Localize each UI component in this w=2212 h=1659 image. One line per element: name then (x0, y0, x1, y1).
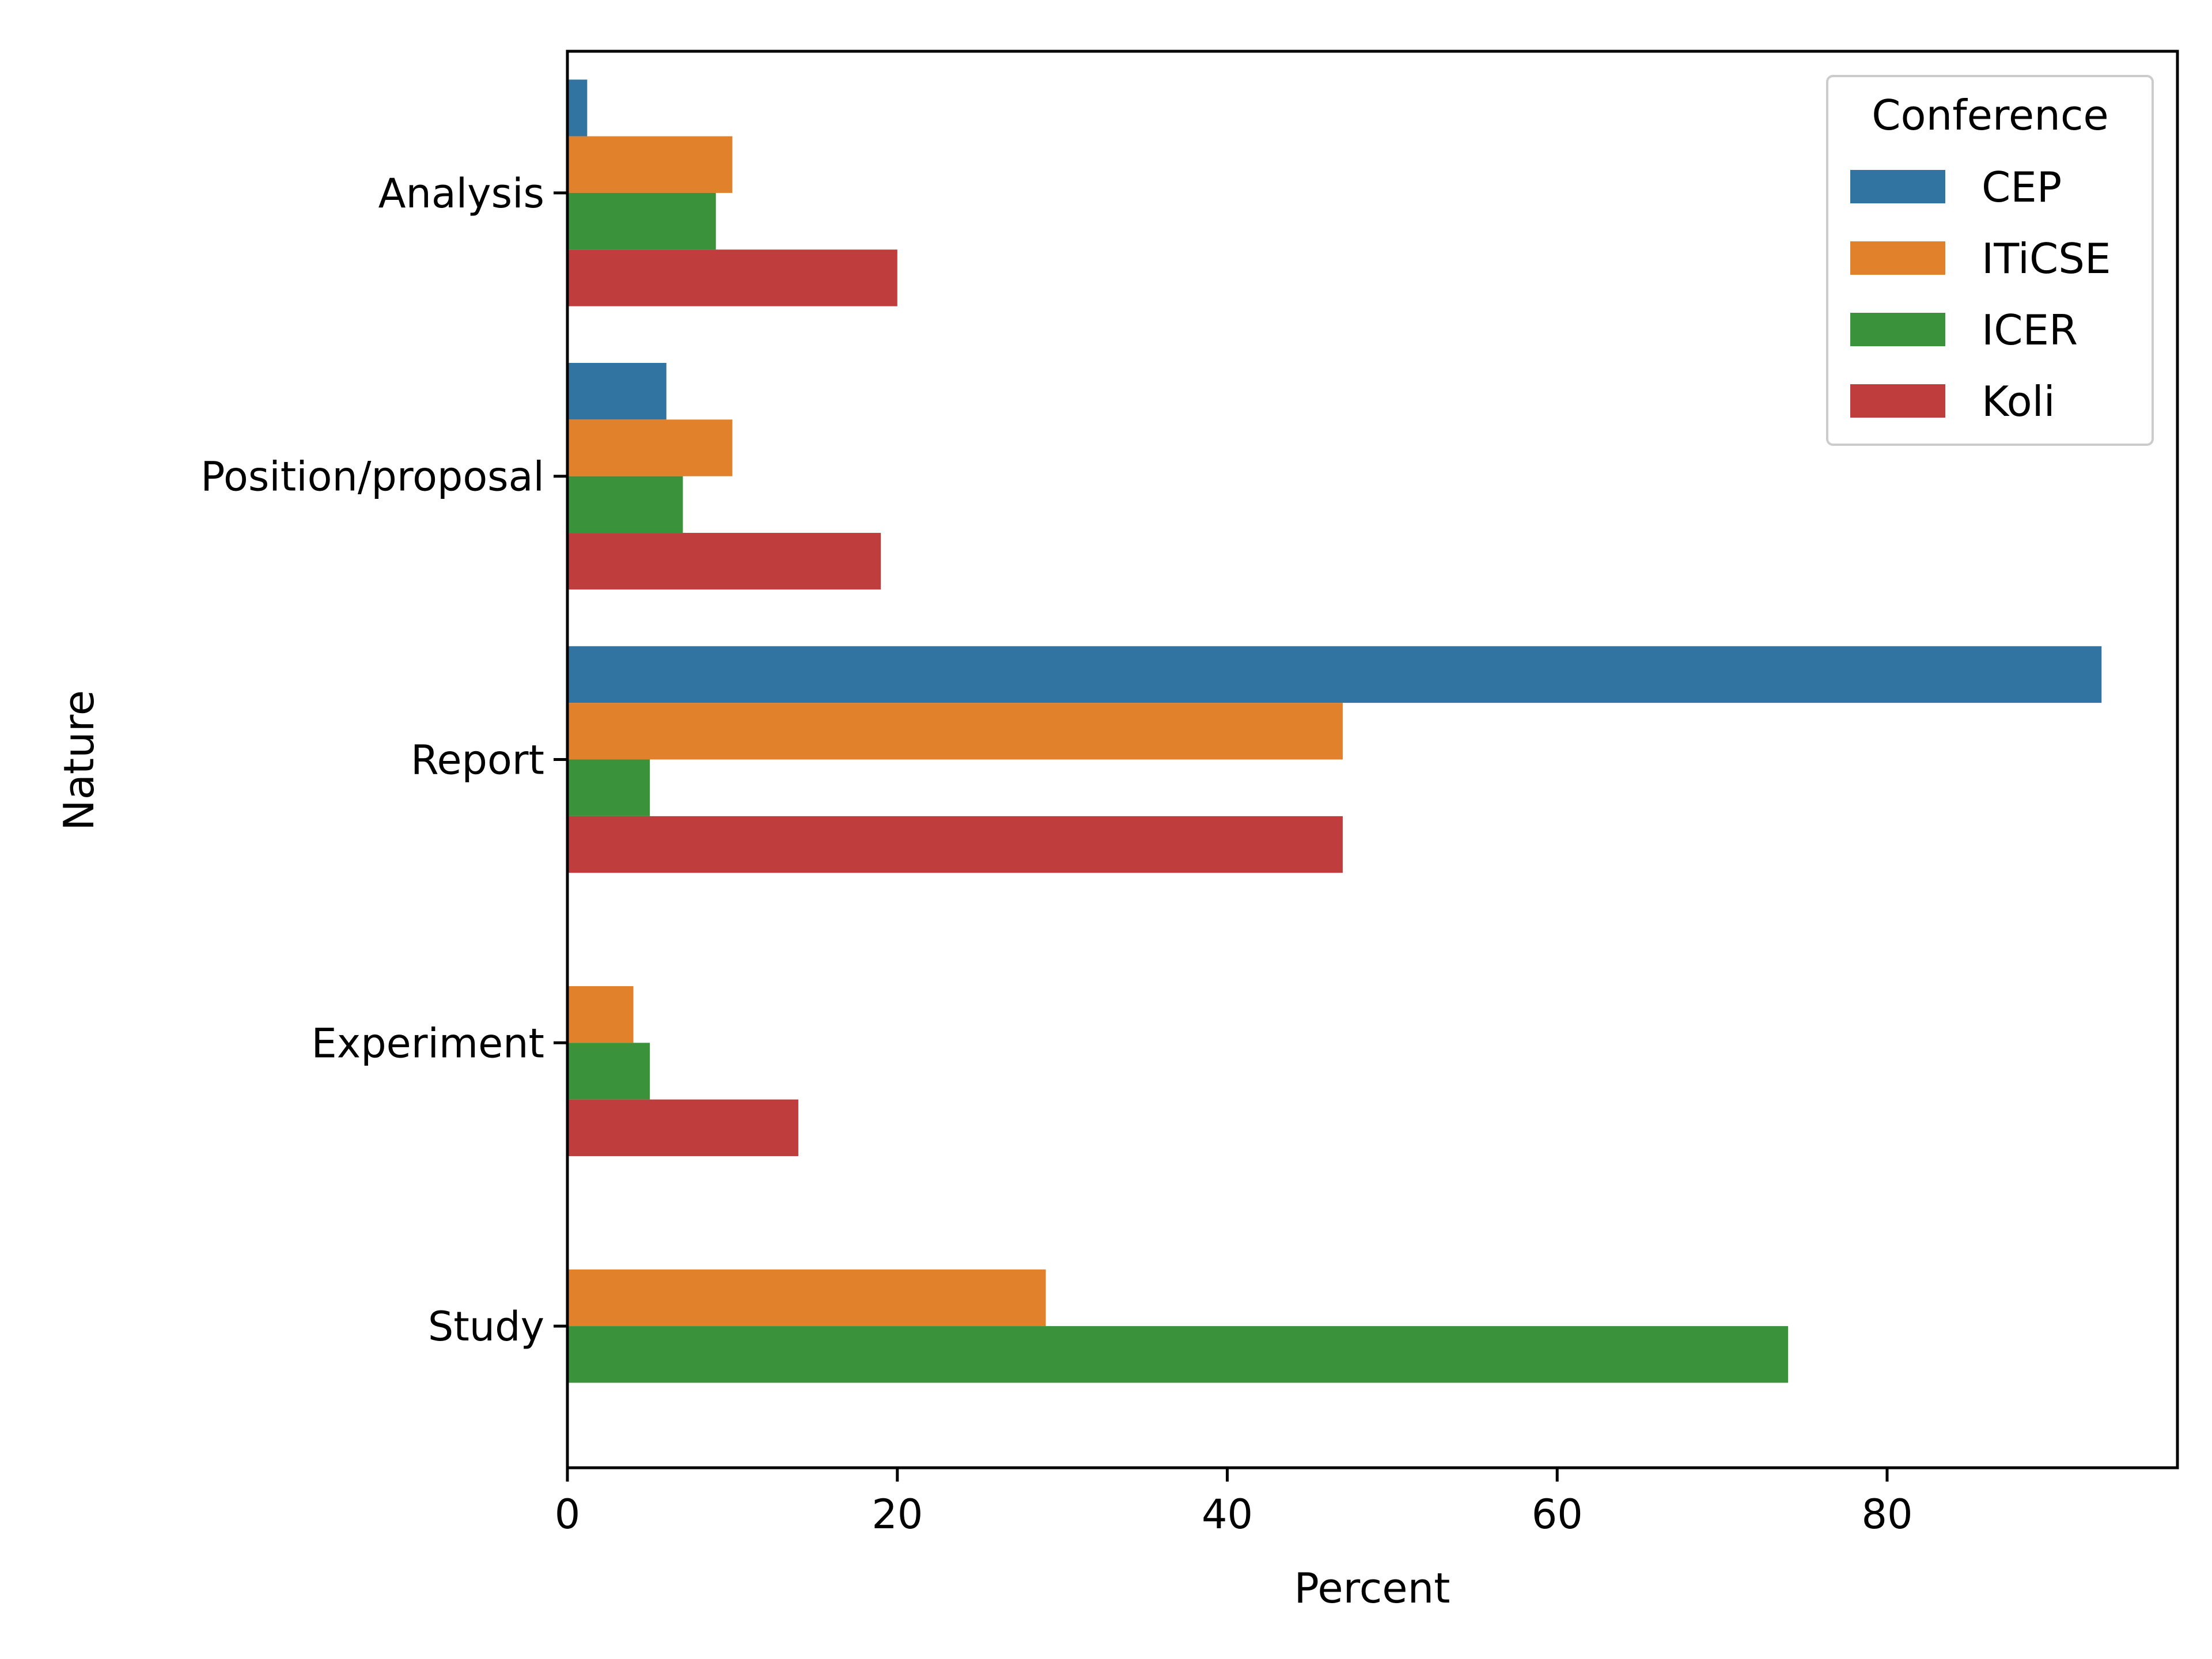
legend-title: Conference (1872, 91, 2108, 139)
legend-swatch-cep (1850, 170, 1945, 203)
x-tick-label: 60 (1532, 1491, 1583, 1538)
bar-cep-position-proposal (567, 362, 666, 420)
legend-swatch-icer (1850, 313, 1945, 346)
legend-label-koli: Koli (1982, 377, 2055, 426)
legend-frame (1826, 75, 2154, 446)
legend-label-icer: ICER (1982, 306, 2078, 354)
legend-label-cep: CEP (1982, 163, 2062, 211)
bar-koli-experiment (567, 1099, 798, 1157)
y-tick-label: Analysis (378, 170, 544, 217)
bar-icer-position-proposal (567, 476, 683, 533)
bar-cep-report (567, 646, 2102, 703)
legend-items: CEP ITiCSE ICER Koli (1850, 163, 2111, 426)
bar-koli-report (567, 816, 1343, 873)
legend-label-iticse: ITiCSE (1982, 234, 2111, 283)
bar-icer-analysis (567, 192, 716, 250)
plot-frame (566, 50, 2179, 1469)
bar-iticse-position-proposal (567, 419, 733, 476)
ticks-layer: Analysis Position/proposal Report Experimen… (200, 170, 1912, 1538)
x-tick-label: 80 (1861, 1491, 1912, 1538)
y-tick-label: Report (411, 737, 544, 784)
bar-koli-position-proposal (567, 533, 881, 590)
bar-iticse-analysis (567, 136, 733, 193)
x-axis-title: Percent (1294, 1564, 1450, 1612)
y-axis-title: Nature (55, 690, 103, 831)
y-tick-label: Study (428, 1303, 544, 1350)
y-tick-label: Position/proposal (200, 453, 544, 501)
bar-iticse-report (567, 703, 1343, 760)
legend: Conference CEP ITiCSE ICER Koli (1826, 75, 2154, 446)
bar-cep-analysis (567, 79, 588, 137)
bar-koli-analysis (567, 249, 897, 306)
bar-icer-study (567, 1326, 1789, 1383)
legend-swatch-iticse (1850, 241, 1945, 275)
x-tick-label: 40 (1202, 1491, 1253, 1538)
bars-layer (567, 79, 2102, 1383)
bar-icer-report (567, 759, 650, 816)
legend-swatch-koli (1850, 384, 1945, 418)
x-tick-label: 0 (555, 1491, 581, 1538)
bar-icer-experiment (567, 1043, 650, 1100)
bar-iticse-study (567, 1269, 1046, 1327)
bar-iticse-experiment (567, 986, 634, 1043)
x-tick-label: 20 (872, 1491, 923, 1538)
y-tick-label: Experiment (312, 1020, 544, 1067)
